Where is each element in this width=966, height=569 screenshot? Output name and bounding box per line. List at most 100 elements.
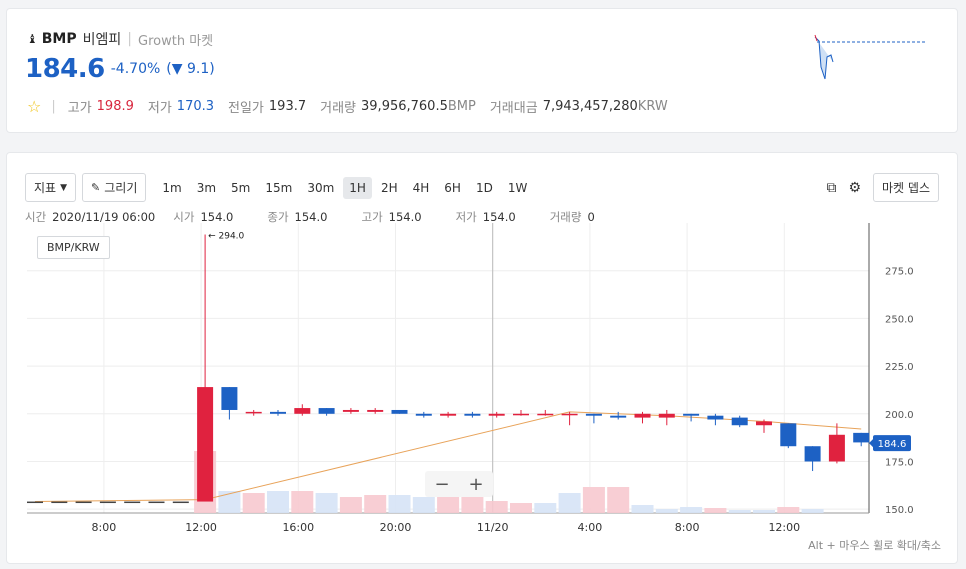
candle-body — [804, 446, 821, 462]
ticker-summary-card: ♝ BMP 비엠피 | Growth 마켓 184.6 -4.70% (▼ 9.… — [6, 8, 958, 133]
candle-body — [828, 434, 845, 462]
x-tick-label: 12:00 — [768, 521, 800, 534]
zoom-in-button[interactable]: + — [468, 473, 484, 495]
current-price-tag — [873, 435, 911, 452]
volume-bar — [704, 508, 727, 513]
volume-bar — [412, 497, 435, 513]
timeframe-6H[interactable]: 6H — [444, 180, 461, 195]
divider: | — [51, 99, 56, 114]
volume-bar — [315, 493, 338, 513]
volume-bar — [339, 497, 362, 513]
candle-body — [270, 411, 286, 414]
timeframe-4H[interactable]: 4H — [412, 180, 430, 195]
candle-body — [415, 413, 432, 416]
chart-toolbar: 지표 ▼ ✎ 그리기 1m 3m 5m 15m 30m 1H 2H 4H 6H 1D 1W — [25, 173, 533, 202]
amount-unit: KRW — [637, 99, 668, 114]
open-label: 시가 — [173, 210, 195, 224]
y-tick-label: 175.0 — [885, 457, 914, 468]
timeframe-1D[interactable]: 1D — [475, 180, 493, 195]
volume-bar — [534, 503, 557, 513]
timeframe-15m[interactable]: 15m — [265, 180, 293, 195]
ohlc-info-row: 시간 2020/11/19 06:00 시가 154.0 종가 154.0 고가 154… — [25, 209, 613, 225]
timeframe-1m[interactable]: 1m — [162, 180, 182, 195]
low-value: 170.3 — [176, 99, 215, 114]
prev-close-label: 전일가 — [228, 101, 264, 116]
timeframe-1H[interactable]: 1H — [343, 176, 372, 199]
volume-bar — [607, 487, 630, 513]
high-label: 고가 — [67, 101, 92, 116]
candle-body — [488, 413, 505, 416]
volume-bar — [388, 495, 411, 513]
timeframe-2H[interactable]: 2H — [380, 180, 398, 195]
zoom-out-button[interactable]: − — [434, 473, 450, 495]
ticker-symbol: BMP — [41, 31, 77, 47]
stats-row: ☆ | 고가 198.9 저가 170.3 전일가 193.7 거래량 39,9… — [27, 97, 668, 116]
candle-body — [513, 413, 529, 416]
change-percent: -4.70% — [110, 61, 161, 77]
candle-body — [634, 413, 651, 418]
current-price-tag-label: 184.6 — [878, 439, 907, 450]
candle-body — [318, 408, 335, 414]
divider: | — [127, 31, 132, 47]
volume-bar — [510, 503, 532, 513]
market-label: Growth 마켓 — [138, 33, 214, 49]
draw-button[interactable]: ✎ 그리기 — [82, 173, 147, 202]
timeframe-1W[interactable]: 1W — [507, 180, 528, 195]
candle-body — [99, 501, 116, 504]
mini-sparkline — [814, 34, 925, 80]
low-value: 154.0 — [482, 210, 516, 224]
timeframe-30m[interactable]: 30m — [307, 180, 335, 195]
candle-body — [148, 501, 165, 504]
timeframe-3m[interactable]: 3m — [196, 180, 217, 195]
candle-body — [197, 387, 214, 502]
indicator-button[interactable]: 지표 ▼ — [25, 173, 77, 202]
candle-body — [51, 501, 68, 504]
volume-bar — [777, 507, 800, 513]
volume-bar — [558, 493, 581, 513]
high-label: 고가 — [361, 210, 383, 224]
volume-bar — [218, 491, 241, 513]
volume-unit: BMP — [447, 99, 476, 114]
price-row: 184.6 -4.70% (▼ 9.1) — [25, 54, 215, 84]
volume-bar — [680, 507, 703, 513]
candle-body — [391, 409, 408, 414]
candle-body — [367, 409, 384, 412]
candle-body — [294, 408, 311, 414]
low-label: 저가 — [147, 101, 172, 116]
ticker-korean-name: 비엠피 — [82, 32, 122, 48]
amount-label: 거래대금 — [489, 101, 538, 116]
gear-icon[interactable]: ⚙ — [848, 179, 862, 196]
x-tick-label: 8:00 — [675, 521, 700, 534]
open-value: 154.0 — [200, 210, 234, 224]
candle-body — [780, 423, 797, 447]
amount-value: 7,943,457,280 — [542, 99, 638, 114]
volume-bar — [364, 495, 387, 513]
candle-body — [245, 411, 262, 414]
external-link-icon[interactable]: ⧉ — [826, 179, 837, 196]
price-chart[interactable]: 150.0 175.0 200.0 225.0 250.0 275.0 8:00 12:00 1… — [7, 223, 957, 563]
time-label: 시간 — [25, 210, 47, 224]
y-tick-label: 150.0 — [885, 505, 914, 516]
volume-bar — [582, 487, 605, 513]
timeframe-group: 1m 3m 5m 15m 30m 1H 2H 4H 6H 1D 1W — [156, 176, 533, 199]
candle-body — [731, 417, 748, 426]
candle-body — [707, 415, 724, 420]
ticker-header: ♝ BMP 비엠피 | Growth 마켓 — [27, 29, 213, 49]
volume-bar — [485, 501, 508, 513]
x-tick-label: 4:00 — [578, 521, 603, 534]
volume-bar — [728, 510, 751, 513]
candle-body — [658, 413, 675, 418]
timeframe-5m[interactable]: 5m — [231, 180, 251, 195]
candle-body — [853, 432, 870, 443]
change-amount: (▼ 9.1) — [166, 61, 215, 77]
market-depth-button[interactable]: 마켓 뎁스 — [873, 173, 939, 202]
x-tick-label: 12:00 — [185, 521, 217, 534]
volume-bar — [291, 491, 314, 513]
volume-label: 거래량 — [320, 101, 357, 116]
caret-down-icon: ▼ — [60, 182, 68, 193]
candle-body — [610, 415, 627, 418]
y-tick-label: 275.0 — [885, 267, 914, 278]
zoom-controls: − + — [425, 471, 493, 497]
x-tick-label: 16:00 — [282, 521, 314, 534]
favorite-star-icon[interactable]: ☆ — [27, 97, 42, 116]
